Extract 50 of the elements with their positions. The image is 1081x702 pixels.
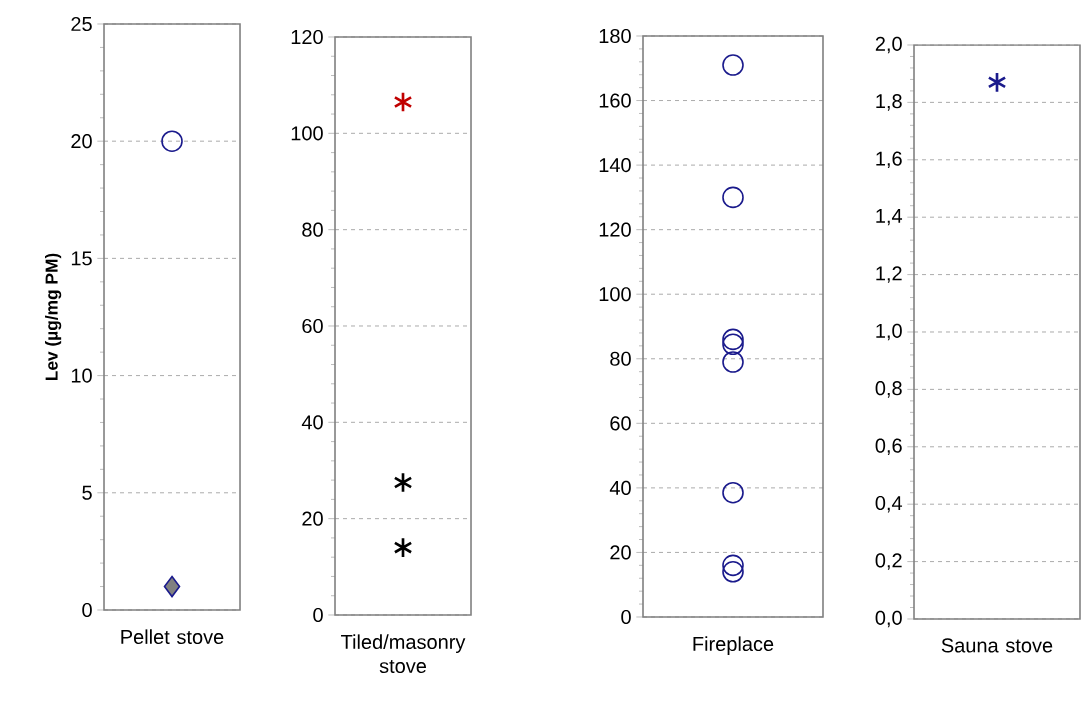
y-tick-label: 100 [291,126,323,141]
y-tick-label: 1,6 [876,151,902,169]
point [393,471,413,494]
y-tick-label: 0 [621,609,631,625]
y-tick-label: 0 [313,607,323,623]
y-tick-label: 5 [82,485,92,500]
y-tick-label: 20 [71,134,92,149]
point [722,351,744,373]
point [393,536,413,559]
y-tick-label: 80 [302,222,323,237]
y-tick-label: 15 [71,251,92,266]
point [722,554,744,577]
point [722,328,744,351]
y-tick-label: 40 [609,480,631,495]
point [722,481,744,504]
x-tick-label: Pellet stove [121,629,224,645]
x-tick-label: Sauna stove [941,638,1053,653]
y-tick-label: 2,0 [875,36,902,54]
x-tick-label: Fireplace [693,636,774,655]
y-tick-label: 10 [71,368,92,383]
y-tick-label: 20 [610,545,631,560]
y-tick-label: 180 [599,28,631,44]
y-tick-label: 0 [82,602,92,618]
point [722,186,744,209]
y-tick-label: 1,2 [876,266,902,283]
y-tick-label: 60 [610,416,631,431]
y-tick-label: 1,4 [876,209,903,226]
y-tick-label: 100 [599,287,631,302]
y-tick-label: 0,6 [875,438,902,456]
y-tick-label: 140 [599,158,631,173]
y-tick-label: 120 [599,222,631,237]
y-tick-label: 120 [291,29,323,45]
y-tick-label: 0,8 [875,381,902,398]
y-tick-label: 160 [599,93,631,108]
point [722,561,744,583]
point [393,91,413,113]
y-tick-label: 1,8 [876,94,902,111]
y-tick-label: 0,4 [875,495,903,513]
y-tick-label: 40 [301,415,323,430]
point [722,54,744,76]
y-tick-label: 0,2 [875,553,902,570]
y-tick-label: 1,0 [876,323,902,341]
y-tick-label: 80 [610,351,631,366]
y-axis-title: Lev (µg/mg PM) [44,253,62,381]
y-tick-label: 0,0 [875,610,902,628]
x-tick-label: Tiled/masonry stove [341,634,466,674]
y-tick-label: 25 [71,16,92,32]
y-tick-label: 20 [302,511,323,526]
point [722,333,744,356]
y-tick-label: 60 [302,318,323,334]
